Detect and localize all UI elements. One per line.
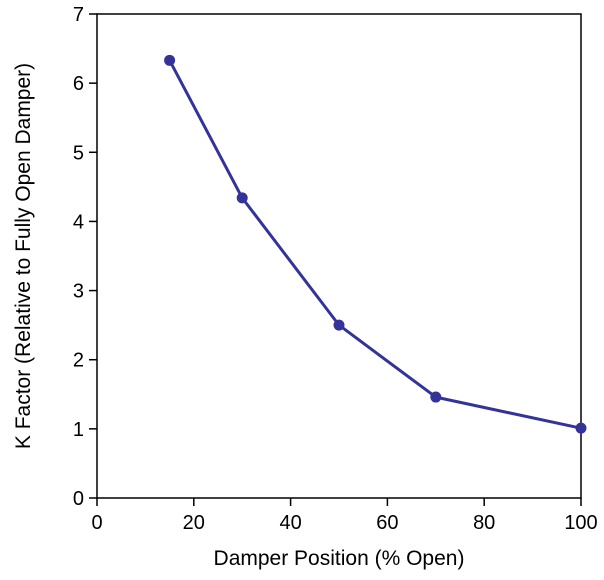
x-tick-label: 100 xyxy=(564,512,597,534)
plot-frame xyxy=(96,13,582,499)
x-tick-label: 80 xyxy=(473,512,495,534)
x-tick-label: 0 xyxy=(91,512,102,534)
y-tick-label: 3 xyxy=(73,281,84,303)
y-tick-label: 0 xyxy=(73,488,84,510)
y-tick-label: 1 xyxy=(73,419,84,441)
y-tick-label: 6 xyxy=(73,73,84,95)
y-axis-title: K Factor (Relative to Fully Open Damper) xyxy=(12,63,35,449)
data-point xyxy=(333,319,345,331)
data-point xyxy=(575,422,587,434)
plot-frame-group xyxy=(96,13,582,499)
x-axis-ticks: 0 20 40 60 80 100 xyxy=(91,498,598,534)
y-tick-label: 2 xyxy=(73,350,84,372)
x-axis-title: Damper Position (% Open) xyxy=(214,547,465,570)
data-point xyxy=(164,54,176,66)
x-tick-label: 60 xyxy=(376,512,398,534)
data-point xyxy=(236,192,248,204)
x-tick-label: 40 xyxy=(279,512,301,534)
series-line xyxy=(168,59,582,430)
x-tick-label: 20 xyxy=(183,512,205,534)
series-group xyxy=(164,54,587,434)
y-tick-label: 5 xyxy=(73,142,84,164)
data-point xyxy=(430,391,442,403)
y-tick-label: 7 xyxy=(73,4,84,26)
y-axis-ticks: 0 1 2 3 4 5 6 7 xyxy=(73,4,97,510)
y-tick-label: 4 xyxy=(73,211,84,233)
